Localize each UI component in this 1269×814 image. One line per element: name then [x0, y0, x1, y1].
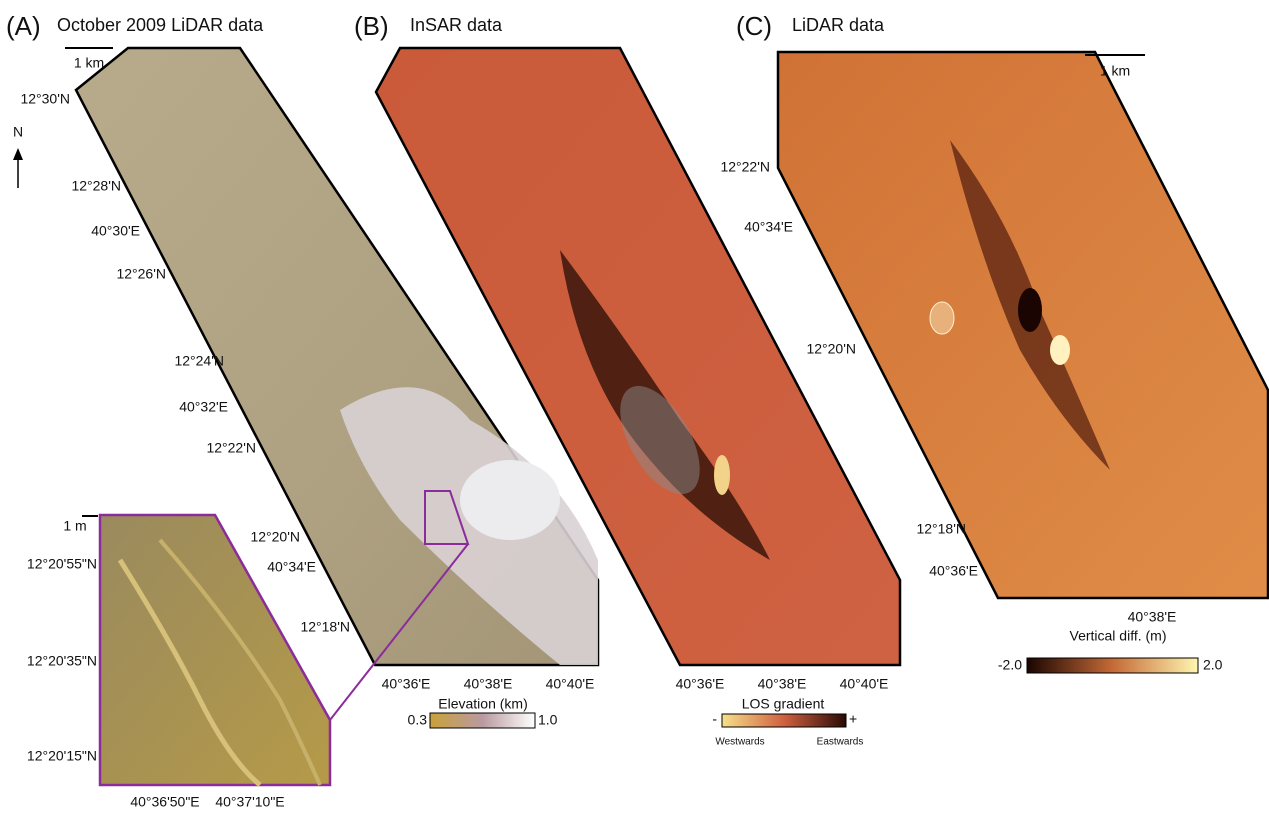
inset-map: [100, 515, 330, 785]
lat-label: 12°30'N: [20, 91, 70, 107]
panel-title: LiDAR data: [792, 15, 885, 35]
colorbar-title: Vertical diff. (m): [1070, 628, 1167, 644]
lon-label: 40°40'E: [546, 676, 595, 692]
highland: [460, 460, 560, 540]
north-arrowhead: [13, 148, 23, 160]
colorbar-max: 2.0: [1203, 657, 1223, 673]
colorbar-max: +: [849, 711, 857, 727]
colorbar-note: Eastwards: [817, 737, 864, 748]
colorbar: [1027, 658, 1198, 673]
lat-label: 12°20'55"N: [27, 556, 97, 572]
scale-label: 1 km: [74, 55, 104, 71]
lat-label: 12°18'N: [916, 521, 966, 537]
panel-letter: (C): [736, 11, 772, 41]
lon-label: 40°36'50"E: [130, 794, 199, 810]
lat-label: 12°20'N: [250, 529, 300, 545]
bright-spot: [714, 455, 730, 495]
lon-label: 40°38'E: [1128, 609, 1177, 625]
lon-label: 40°34'E: [267, 559, 316, 575]
lat-label: 12°20'N: [806, 341, 856, 357]
lon-label: 40°32'E: [179, 399, 228, 415]
colorbar-min: -: [712, 711, 717, 727]
colorbar: [430, 713, 535, 728]
bright-spot: [1050, 335, 1070, 365]
lon-label: 40°30'E: [91, 223, 140, 239]
colorbar: [722, 714, 846, 727]
panel-letter: (B): [354, 11, 389, 41]
lat-label: 12°22'N: [206, 440, 256, 456]
lat-label: 12°22'N: [720, 159, 770, 175]
cone: [930, 302, 954, 334]
colorbar-title: LOS gradient: [742, 696, 825, 712]
scale-label: 1 m: [63, 518, 86, 534]
lon-label: 40°36'E: [382, 676, 431, 692]
panel-title: InSAR data: [410, 15, 503, 35]
lat-label: 12°24'N: [174, 353, 224, 369]
lat-label: 12°20'35"N: [27, 653, 97, 669]
colorbar-note: Westwards: [715, 737, 764, 748]
lon-label: 40°40'E: [840, 676, 889, 692]
lon-label: 40°38'E: [464, 676, 513, 692]
lat-label: 12°26'N: [116, 266, 166, 282]
north-label: N: [13, 124, 23, 140]
lon-label: 40°34'E: [744, 219, 793, 235]
lon-label: 40°36'E: [676, 676, 725, 692]
scale-label: 1 km: [1100, 63, 1130, 79]
lat-label: 12°28'N: [71, 178, 121, 194]
lon-label: 40°36'E: [929, 563, 978, 579]
figure: (A) October 2009 LiDAR data (B) InSAR da…: [0, 0, 1269, 814]
lat-label: 12°18'N: [300, 619, 350, 635]
colorbar-max: 1.0: [538, 712, 558, 728]
pit: [1018, 288, 1042, 332]
lon-label: 40°37'10"E: [215, 794, 284, 810]
lon-label: 40°38'E: [758, 676, 807, 692]
lat-label: 12°20'15"N: [27, 748, 97, 764]
colorbar-min: -2.0: [998, 657, 1022, 673]
colorbar-min: 0.3: [408, 712, 428, 728]
panel-title: October 2009 LiDAR data: [57, 15, 264, 35]
panel-letter: (A): [6, 11, 41, 41]
colorbar-title: Elevation (km): [438, 696, 527, 712]
